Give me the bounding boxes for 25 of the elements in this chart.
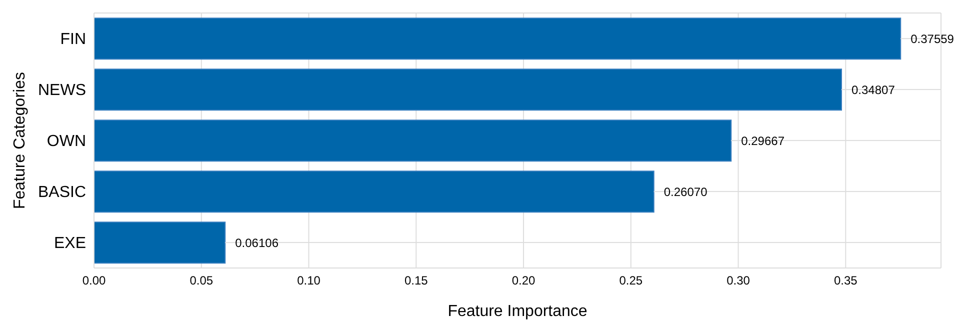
data-label: 0.26070 (664, 184, 708, 199)
x-tick-label: 0.30 (726, 274, 750, 288)
data-label: 0.29667 (741, 134, 785, 148)
y-tick-label: OWN (46, 133, 86, 150)
y-tick-label: BASIC (38, 184, 86, 202)
y-axis-title: Feature Categories (12, 72, 28, 209)
data-label: 0.34807 (852, 82, 896, 97)
x-tick-label: 0.05 (190, 274, 214, 288)
y-tick-label: EXE (54, 235, 86, 252)
x-tick-label: 0.35 (834, 274, 858, 288)
data-label: 0.37559 (910, 32, 954, 46)
bar (94, 68, 842, 111)
bar (94, 18, 902, 60)
bar (94, 120, 732, 162)
x-tick-label: 0.15 (404, 274, 428, 288)
x-tick-label: 0.10 (297, 274, 321, 288)
x-tick-label: 0.00 (82, 274, 106, 288)
bar (94, 170, 654, 213)
y-tick-label: FIN (60, 31, 86, 48)
x-axis-title: Feature Importance (448, 303, 588, 320)
data-label: 0.06106 (235, 236, 279, 250)
bar (94, 222, 226, 264)
y-tick-label: NEWS (38, 82, 86, 100)
x-tick-label: 0.20 (512, 274, 536, 288)
x-tick-label: 0.25 (619, 274, 643, 288)
